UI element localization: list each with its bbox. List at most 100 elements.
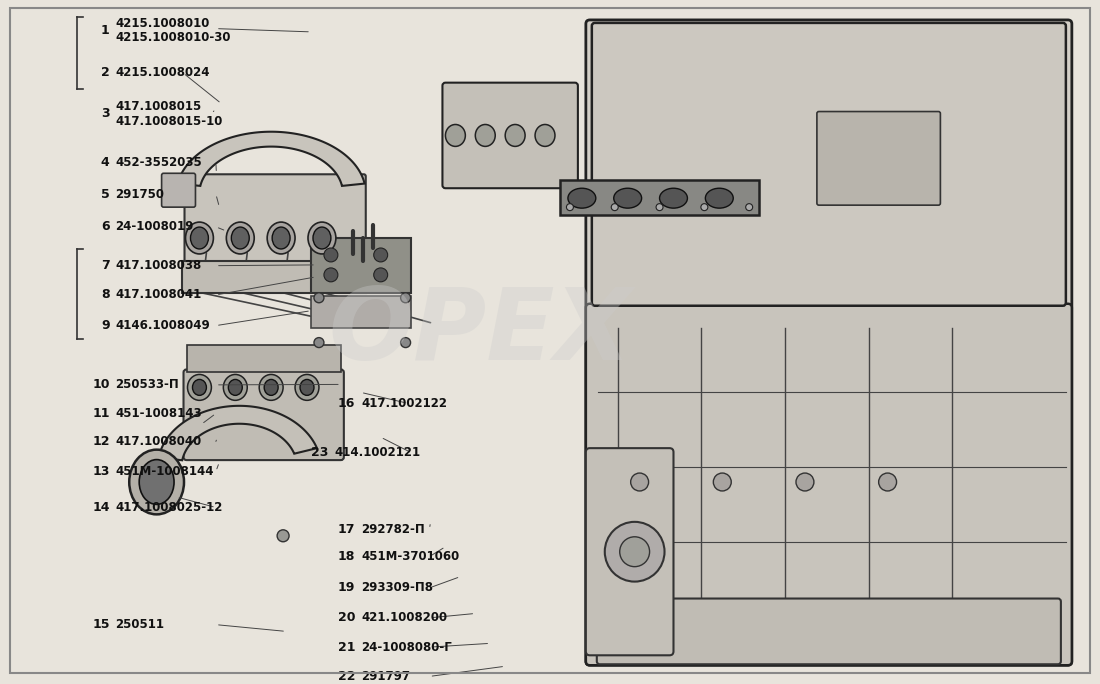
Text: 20: 20	[338, 611, 355, 624]
Bar	[311, 295, 410, 328]
Text: OPEX: OPEX	[329, 284, 632, 381]
Ellipse shape	[400, 338, 410, 347]
Polygon shape	[158, 406, 317, 460]
FancyBboxPatch shape	[817, 111, 940, 205]
Bar	[311, 238, 410, 293]
Ellipse shape	[314, 227, 331, 249]
Ellipse shape	[308, 222, 336, 254]
Text: 4215.1008010
4215.1008010-30: 4215.1008010 4215.1008010-30	[116, 17, 231, 44]
Ellipse shape	[323, 268, 338, 282]
Ellipse shape	[566, 204, 573, 211]
Ellipse shape	[314, 338, 323, 347]
Text: 5: 5	[101, 187, 110, 200]
Text: 3: 3	[101, 107, 110, 120]
Ellipse shape	[568, 188, 596, 208]
Text: 4146.1008049: 4146.1008049	[116, 319, 210, 332]
Text: 250511: 250511	[116, 618, 165, 631]
Text: 9: 9	[101, 319, 110, 332]
Text: 6: 6	[101, 220, 110, 233]
Text: 451-1008143: 451-1008143	[116, 407, 202, 420]
Ellipse shape	[295, 374, 319, 400]
Bar	[187, 345, 341, 373]
Ellipse shape	[400, 293, 410, 303]
Text: 451М-3701060: 451М-3701060	[361, 550, 459, 563]
Text: 417.1002122: 417.1002122	[361, 397, 447, 410]
Text: 4215.1008024: 4215.1008024	[116, 66, 210, 79]
Ellipse shape	[705, 188, 734, 208]
Text: 12: 12	[92, 435, 110, 448]
Text: 11: 11	[92, 407, 110, 420]
Ellipse shape	[231, 227, 250, 249]
Ellipse shape	[272, 227, 290, 249]
FancyBboxPatch shape	[162, 173, 196, 207]
FancyBboxPatch shape	[597, 598, 1060, 664]
Ellipse shape	[446, 124, 465, 146]
Text: 452-3552035: 452-3552035	[116, 156, 202, 169]
Ellipse shape	[300, 380, 313, 395]
Ellipse shape	[656, 204, 663, 211]
Ellipse shape	[140, 460, 174, 504]
Ellipse shape	[475, 124, 495, 146]
Text: 293309-П8: 293309-П8	[361, 581, 433, 594]
Text: 14: 14	[92, 501, 110, 514]
Text: 22: 22	[338, 670, 355, 683]
Polygon shape	[178, 132, 364, 186]
Ellipse shape	[192, 380, 207, 395]
FancyBboxPatch shape	[185, 174, 366, 263]
Text: 7: 7	[101, 259, 110, 272]
Text: 18: 18	[338, 550, 355, 563]
FancyBboxPatch shape	[586, 448, 673, 655]
Ellipse shape	[660, 188, 688, 208]
FancyBboxPatch shape	[586, 20, 1071, 666]
Text: 250533-П: 250533-П	[116, 378, 179, 391]
Text: 24-1008080-Г: 24-1008080-Г	[361, 641, 452, 654]
Ellipse shape	[314, 293, 323, 303]
Text: 291797: 291797	[361, 670, 410, 683]
Ellipse shape	[605, 522, 664, 581]
Ellipse shape	[223, 374, 248, 400]
Bar	[182, 261, 366, 293]
Text: 414.1002121: 414.1002121	[334, 447, 421, 460]
Ellipse shape	[746, 204, 752, 211]
Ellipse shape	[374, 248, 387, 262]
Ellipse shape	[323, 248, 338, 262]
FancyBboxPatch shape	[592, 23, 1066, 306]
Text: 1: 1	[101, 24, 110, 37]
Ellipse shape	[186, 222, 213, 254]
FancyBboxPatch shape	[586, 304, 1071, 666]
Ellipse shape	[229, 380, 242, 395]
Text: 13: 13	[92, 465, 110, 478]
FancyBboxPatch shape	[442, 83, 578, 188]
Ellipse shape	[374, 268, 387, 282]
Bar	[560, 181, 759, 215]
Text: 24-1008019: 24-1008019	[116, 220, 194, 233]
Text: 8: 8	[101, 289, 110, 302]
Text: 21: 21	[338, 641, 355, 654]
Ellipse shape	[701, 204, 707, 211]
Ellipse shape	[713, 473, 732, 491]
Text: 2: 2	[101, 66, 110, 79]
Text: 417.1008015
417.1008015-10: 417.1008015 417.1008015-10	[116, 100, 223, 127]
Ellipse shape	[190, 227, 208, 249]
FancyBboxPatch shape	[184, 369, 344, 460]
Text: 291750: 291750	[116, 187, 165, 200]
Ellipse shape	[619, 537, 650, 566]
Text: 417.1008041: 417.1008041	[116, 289, 201, 302]
Ellipse shape	[277, 530, 289, 542]
Ellipse shape	[187, 374, 211, 400]
Text: 417.1008038: 417.1008038	[116, 259, 201, 272]
Text: 421.1008200: 421.1008200	[361, 611, 447, 624]
Text: 19: 19	[338, 581, 355, 594]
Text: 10: 10	[92, 378, 110, 391]
Text: 23: 23	[311, 447, 329, 460]
Ellipse shape	[267, 222, 295, 254]
Ellipse shape	[264, 380, 278, 395]
Text: 4: 4	[101, 156, 110, 169]
Ellipse shape	[612, 204, 618, 211]
Text: 15: 15	[92, 618, 110, 631]
Ellipse shape	[505, 124, 525, 146]
Ellipse shape	[535, 124, 556, 146]
Text: 16: 16	[338, 397, 355, 410]
Ellipse shape	[614, 188, 641, 208]
Ellipse shape	[227, 222, 254, 254]
